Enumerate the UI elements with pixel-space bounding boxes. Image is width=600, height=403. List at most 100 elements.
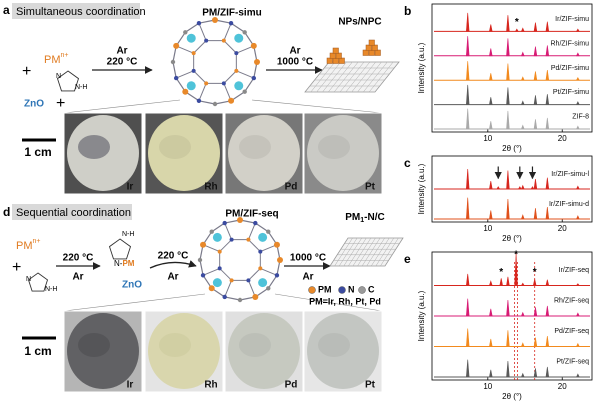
peak <box>545 336 550 347</box>
atom <box>222 220 227 226</box>
peak <box>520 100 525 105</box>
peak <box>533 22 538 32</box>
peak <box>520 342 525 347</box>
series-label: Ir/ZIF-simu <box>555 16 589 23</box>
temperature: 220 °C <box>107 57 138 68</box>
peak <box>514 253 518 286</box>
peak <box>465 36 470 57</box>
product: PM/ZIF-seq <box>225 209 278 220</box>
atom <box>204 38 209 43</box>
atom <box>212 17 218 23</box>
bond <box>248 239 261 252</box>
peak <box>533 337 538 347</box>
atom <box>183 30 188 35</box>
peak <box>465 84 470 105</box>
nanoparticle <box>368 49 375 56</box>
atom <box>170 59 176 65</box>
sample-label: Pt <box>365 380 376 391</box>
lattice <box>380 237 399 267</box>
peak <box>545 94 550 105</box>
atom <box>246 237 251 242</box>
texture <box>318 333 350 357</box>
atom <box>191 68 196 73</box>
series-label: Rh/ZIF-simu <box>551 40 590 47</box>
framework <box>197 217 283 303</box>
bond <box>198 100 216 105</box>
bond <box>223 40 237 54</box>
atom <box>173 75 179 81</box>
atom <box>234 68 239 73</box>
peak <box>545 366 550 378</box>
peak <box>465 298 470 317</box>
ring-n: N- <box>114 259 123 268</box>
peak <box>575 125 580 130</box>
zn-site <box>212 278 222 288</box>
bond <box>202 267 220 276</box>
bond <box>247 222 256 240</box>
series-label: ZIF-8 <box>572 114 589 121</box>
peak <box>506 300 510 317</box>
bond <box>223 83 232 101</box>
atom <box>173 42 180 49</box>
bond <box>211 222 226 233</box>
atom <box>237 297 243 303</box>
imidazole-ring <box>56 70 80 92</box>
bond <box>199 259 204 276</box>
peak <box>533 46 538 57</box>
bond <box>219 239 232 252</box>
peak <box>545 21 550 32</box>
peak <box>545 69 550 81</box>
atom <box>197 257 203 263</box>
peak <box>545 177 550 190</box>
atom <box>200 273 206 278</box>
note: PM=Ir, Rh, Pt, Pd <box>309 296 381 306</box>
texture <box>78 135 110 159</box>
sample-label: Ir <box>127 380 134 391</box>
ring-metal: PM <box>122 259 134 268</box>
peak <box>465 61 470 81</box>
atom <box>273 241 280 248</box>
atom <box>266 286 271 291</box>
final-sub: 1 <box>360 217 364 224</box>
peak <box>575 28 580 32</box>
atom <box>234 51 239 56</box>
peak <box>465 359 470 378</box>
peak <box>506 87 510 105</box>
peak <box>517 186 522 190</box>
nanoparticle <box>362 49 369 56</box>
atom <box>182 88 189 95</box>
series-label: Ir/ZIF-simu-l <box>551 171 589 178</box>
annotation: * <box>533 267 537 278</box>
axes <box>431 155 593 223</box>
nanoparticle <box>335 52 342 59</box>
peak <box>489 338 493 347</box>
peak <box>489 97 493 105</box>
panel-label: b <box>404 4 411 18</box>
peak <box>545 206 550 220</box>
peak <box>506 110 510 130</box>
atom <box>217 266 222 271</box>
atom <box>252 293 259 300</box>
axes <box>431 3 593 133</box>
legend-swatch <box>338 286 346 294</box>
y-axis-label: Intensity (a.u.) <box>417 290 426 341</box>
bond <box>172 61 177 79</box>
bond <box>224 280 233 298</box>
axes <box>431 251 593 381</box>
zn-site <box>234 81 244 91</box>
lattice <box>357 237 376 267</box>
ring-atom: N-H <box>122 231 134 238</box>
texture <box>239 333 271 357</box>
peak <box>465 169 470 190</box>
atom <box>266 229 271 234</box>
x-tick-label: 20 <box>558 224 567 233</box>
lattice <box>322 61 347 93</box>
atom <box>221 81 226 86</box>
peak <box>489 121 493 130</box>
peak <box>496 186 501 190</box>
carbon-sheet <box>329 237 404 267</box>
sample-label: Pd <box>285 182 298 193</box>
nanoparticle <box>326 57 333 64</box>
bond <box>236 70 254 79</box>
series-label: Pt/ZIF-simu <box>553 89 589 96</box>
